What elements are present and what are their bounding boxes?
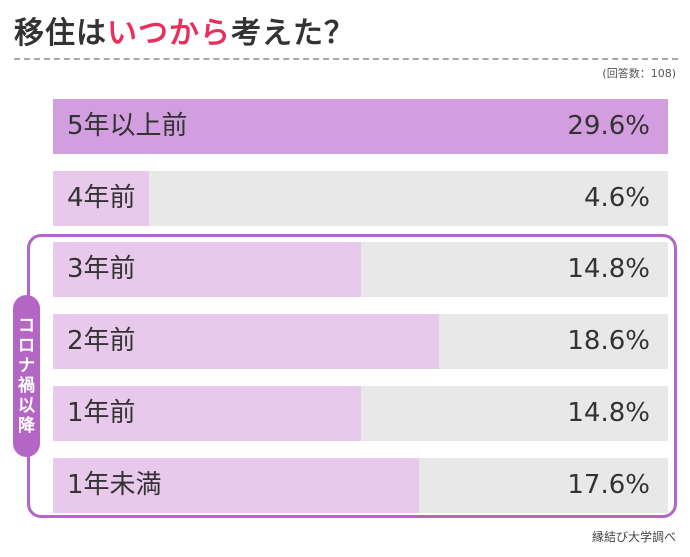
corona-group-tab: コロナ禍以降 — [13, 295, 40, 457]
source-credit: 縁結び大学調べ — [591, 530, 676, 544]
category-label: 2年前 — [67, 326, 136, 356]
title-highlight: いつから — [107, 16, 231, 51]
bar-row: 3年前 14.8% — [53, 242, 668, 297]
bar — [53, 242, 361, 297]
bar — [53, 99, 668, 154]
value-label: 29.6% — [567, 111, 650, 141]
respondent-count: (回答数：108) — [602, 67, 676, 80]
bar — [53, 314, 439, 369]
category-label: 1年未満 — [67, 470, 162, 500]
corona-group-label: コロナ禍以降 — [18, 316, 35, 436]
bar — [53, 386, 361, 441]
title-part1: 移住は — [14, 16, 107, 51]
title-part2: 考えた？ — [231, 16, 355, 51]
category-label: 4年前 — [67, 183, 136, 213]
bar-row: 5年以上前 29.6% — [53, 99, 668, 154]
value-label: 17.6% — [567, 470, 650, 500]
bar-row: 2年前 18.6% — [53, 314, 668, 369]
page-title: 移住はいつから考えた？ — [14, 8, 355, 52]
bar-row: 4年前 4.6% — [53, 171, 668, 226]
bar-row: 1年未満 17.6% — [53, 458, 668, 513]
bar — [53, 458, 419, 513]
category-label: 5年以上前 — [67, 111, 188, 141]
bar — [53, 171, 149, 226]
value-label: 14.8% — [567, 254, 650, 284]
value-label: 4.6% — [583, 183, 650, 213]
value-label: 18.6% — [567, 326, 650, 356]
title-divider — [14, 58, 678, 60]
bar-row: 1年前 14.8% — [53, 386, 668, 441]
value-label: 14.8% — [567, 398, 650, 428]
category-label: 3年前 — [67, 254, 136, 284]
category-label: 1年前 — [67, 398, 136, 428]
